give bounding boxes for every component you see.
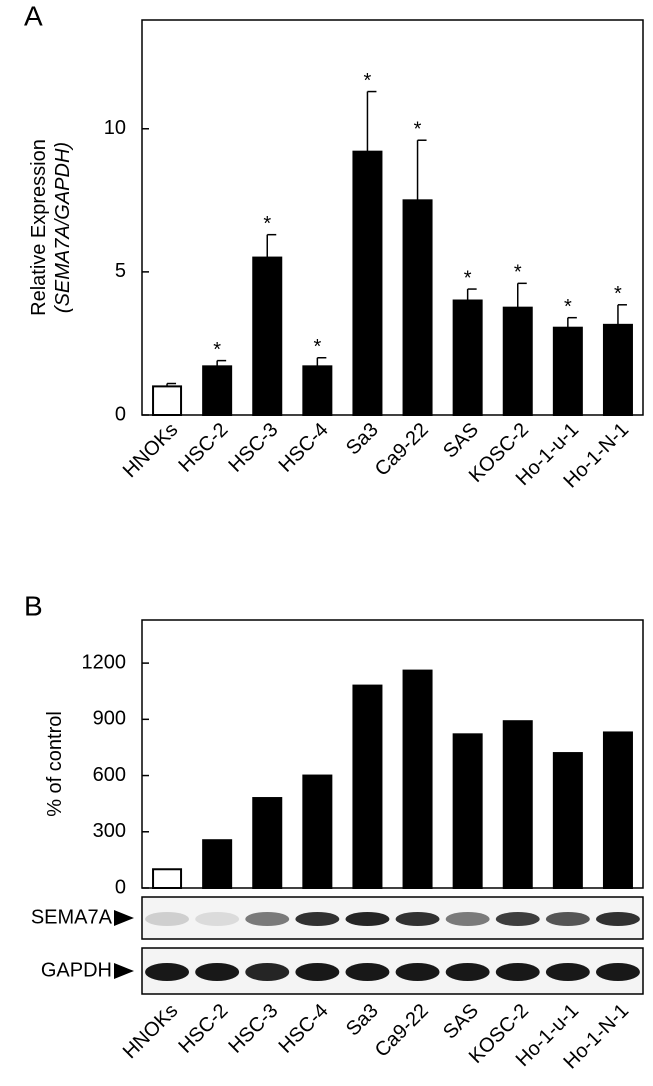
significance-marker: * bbox=[263, 213, 271, 235]
blot-band bbox=[495, 912, 540, 926]
significance-marker: * bbox=[564, 296, 572, 318]
y-tick-label: 5 bbox=[115, 260, 126, 282]
y-axis-label: Relative Expression (SEMA7A/GAPDH) bbox=[28, 139, 74, 316]
blot-band bbox=[595, 963, 640, 981]
plot-frame bbox=[141, 619, 644, 889]
significance-marker: * bbox=[514, 262, 522, 284]
y-tick-label: 0 bbox=[115, 876, 126, 898]
bar bbox=[602, 323, 633, 416]
blot-band bbox=[445, 963, 490, 981]
blot-band bbox=[195, 912, 240, 926]
blot-arrow bbox=[114, 910, 134, 926]
bar bbox=[452, 299, 483, 416]
x-tick-label: HSC-2 bbox=[174, 1000, 232, 1058]
blot-arrow bbox=[114, 963, 134, 979]
significance-marker: * bbox=[313, 336, 321, 358]
blot-band bbox=[145, 963, 190, 981]
y-axis-label-line: % of control bbox=[44, 711, 66, 817]
bar bbox=[252, 256, 283, 416]
significance-marker: * bbox=[614, 283, 622, 305]
bar bbox=[302, 774, 333, 889]
plot-frame bbox=[141, 19, 644, 416]
blot-band bbox=[395, 963, 440, 981]
y-tick-label: 300 bbox=[93, 820, 126, 842]
bar bbox=[302, 365, 333, 416]
x-tick-label: Ca9-22 bbox=[371, 1000, 433, 1062]
x-tick-label: HSC-4 bbox=[275, 1000, 333, 1058]
error-bar bbox=[166, 382, 177, 387]
y-axis-label: % of control bbox=[44, 711, 66, 817]
error-bar bbox=[466, 288, 477, 301]
error-bar bbox=[617, 304, 627, 325]
blot-band bbox=[195, 963, 240, 981]
blot-band bbox=[295, 912, 340, 926]
error-bar bbox=[316, 357, 327, 367]
blot-band bbox=[495, 963, 540, 981]
y-tick-label: 1200 bbox=[82, 651, 127, 673]
bar bbox=[402, 199, 433, 416]
x-tick-label: SAS bbox=[439, 419, 483, 463]
x-tick-label: HSC-3 bbox=[225, 419, 283, 477]
bar bbox=[402, 669, 433, 889]
y-tick-label: 10 bbox=[104, 117, 126, 139]
y-tick-label: 600 bbox=[93, 764, 126, 786]
x-tick-label: HSC-2 bbox=[174, 419, 232, 477]
significance-marker: * bbox=[213, 339, 221, 361]
blot-band bbox=[395, 912, 440, 926]
panel-label: A bbox=[24, 0, 43, 31]
x-tick-label: Ca9-22 bbox=[371, 419, 433, 481]
bar bbox=[552, 752, 583, 889]
blot-label: SEMA7A bbox=[31, 906, 113, 928]
blot-band bbox=[145, 912, 190, 926]
error-bar bbox=[416, 139, 427, 201]
blot-band bbox=[345, 912, 390, 926]
error-bar bbox=[517, 282, 527, 308]
significance-marker: * bbox=[464, 267, 472, 289]
y-axis-label-line: Relative Expression bbox=[28, 139, 50, 316]
x-tick-label: HNOKs bbox=[119, 419, 182, 482]
x-tick-label: Sa3 bbox=[342, 419, 383, 460]
blot-band bbox=[245, 963, 290, 981]
panel-label: B bbox=[24, 590, 43, 621]
y-axis-label-line: (SEMA7A/GAPDH) bbox=[52, 142, 74, 313]
x-tick-label: HNOKs bbox=[119, 1000, 182, 1063]
bar bbox=[152, 385, 183, 416]
significance-marker: * bbox=[414, 118, 422, 140]
error-bar bbox=[266, 233, 277, 258]
bar bbox=[552, 326, 583, 417]
x-tick-label: HSC-4 bbox=[275, 419, 333, 477]
bar bbox=[502, 306, 533, 417]
x-tick-label: HSC-3 bbox=[225, 1000, 283, 1058]
blot-band bbox=[545, 912, 590, 926]
blot-band bbox=[445, 912, 490, 926]
bar bbox=[452, 733, 483, 889]
blot-band bbox=[595, 912, 640, 926]
blot-band bbox=[345, 963, 390, 981]
y-tick-label: 0 bbox=[115, 403, 126, 425]
bar bbox=[352, 150, 383, 417]
blot-band bbox=[295, 963, 340, 981]
blot-band bbox=[545, 963, 590, 981]
blot-label: GAPDH bbox=[41, 959, 112, 981]
error-bar bbox=[567, 316, 577, 328]
y-tick-label: 900 bbox=[93, 708, 126, 730]
error-bar bbox=[366, 90, 377, 152]
bar bbox=[352, 684, 383, 890]
significance-marker: * bbox=[364, 70, 372, 92]
x-tick-label: Sa3 bbox=[342, 1000, 383, 1041]
x-tick-label: SAS bbox=[439, 1000, 483, 1044]
bar bbox=[202, 839, 233, 889]
bar bbox=[202, 365, 233, 416]
bar bbox=[152, 868, 183, 889]
error-bar bbox=[216, 359, 227, 367]
bar bbox=[252, 797, 283, 889]
bar bbox=[502, 720, 533, 890]
blot-band bbox=[245, 912, 290, 926]
bar bbox=[602, 731, 633, 890]
